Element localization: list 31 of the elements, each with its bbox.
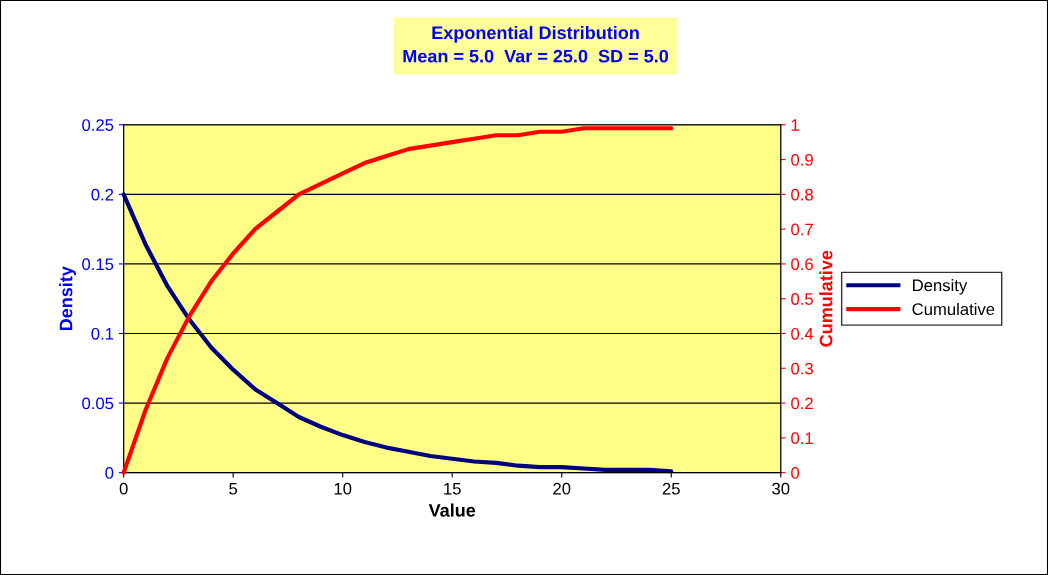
y2-axis-title: Cumulative <box>819 250 833 347</box>
y2-tick-label: 0.1 <box>791 432 813 445</box>
y-axis-title: Density <box>59 266 76 331</box>
x-tick-label: 30 <box>772 482 790 495</box>
legend-label: Cumulative <box>912 302 995 316</box>
y-tick-label: 0.2 <box>91 188 114 201</box>
x-tick-label: 5 <box>229 482 238 495</box>
x-tick-label: 10 <box>334 482 352 495</box>
x-tick-label: 25 <box>662 482 680 495</box>
chart-title: Exponential Distribution Mean = 5.0 Var = 25.0 SD = 5.0 <box>403 25 669 63</box>
y2-tick-label: 0.2 <box>791 397 813 410</box>
y2-tick-label: 0.3 <box>791 362 813 375</box>
y-tick-label: 0.05 <box>82 397 114 410</box>
line-series <box>121 192 674 474</box>
x-tick-label: 15 <box>444 482 461 495</box>
y2-tick-label: 0 <box>791 467 800 479</box>
y-tick-label: 0.25 <box>82 119 114 131</box>
y-tick-label: 0.1 <box>91 327 114 340</box>
y2-tick-label: 0.5 <box>791 293 813 305</box>
y-tick-label: 0 <box>105 467 114 479</box>
x-axis-title: Value <box>428 503 476 517</box>
y2-tick-label: 0.7 <box>791 223 813 236</box>
y2-tick-label: 1 <box>791 119 799 131</box>
x-tick-label: 0 <box>119 482 128 495</box>
y-tick-label: 0.15 <box>82 258 114 271</box>
y2-tick-label: 0.6 <box>791 258 813 271</box>
legend-label: Density <box>913 279 968 295</box>
y2-tick-label: 0.9 <box>791 153 813 166</box>
y2-tick-label: 0.4 <box>791 327 814 340</box>
y2-tick-label: 0.8 <box>791 188 813 201</box>
x-tick-label: 20 <box>553 482 571 495</box>
